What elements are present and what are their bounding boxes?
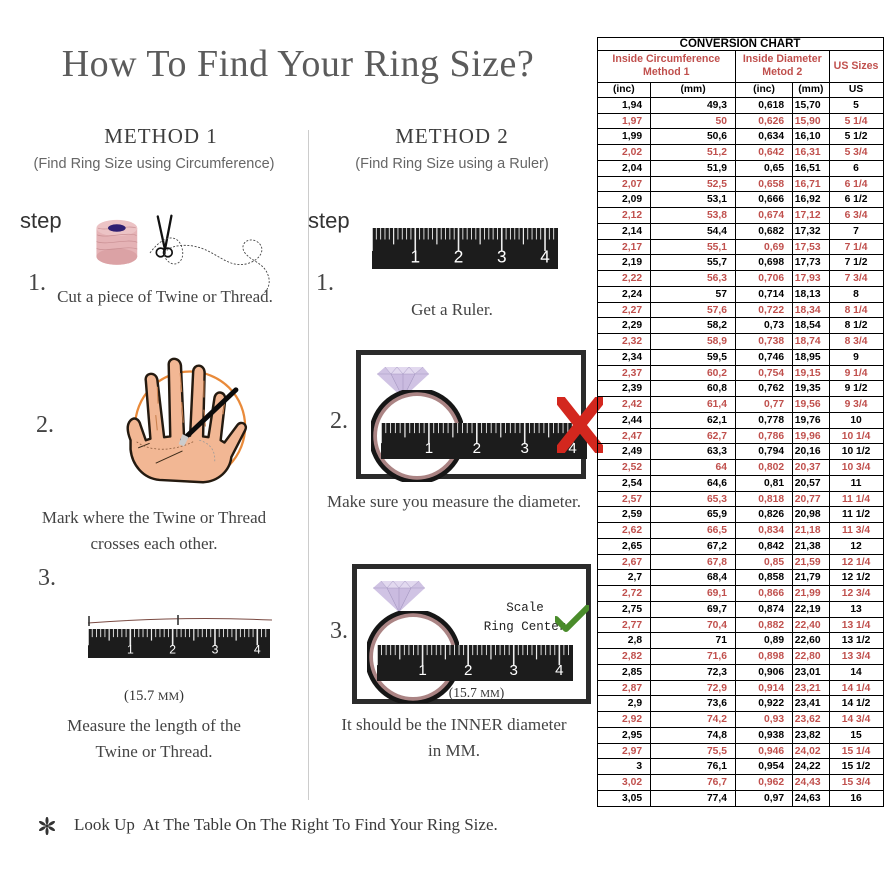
svg-text:1: 1 <box>425 440 433 457</box>
svg-text:4: 4 <box>254 642 261 656</box>
svg-text:4: 4 <box>540 246 550 266</box>
svg-text:3: 3 <box>497 246 507 266</box>
svg-text:2: 2 <box>473 440 481 457</box>
svg-text:3: 3 <box>521 440 529 457</box>
svg-text:4: 4 <box>555 662 563 679</box>
svg-text:1: 1 <box>418 662 426 679</box>
svg-text:1: 1 <box>410 246 420 266</box>
svg-text:2: 2 <box>464 662 472 679</box>
svg-text:1: 1 <box>127 642 134 656</box>
svg-text:2: 2 <box>169 642 176 656</box>
svg-text:2: 2 <box>454 246 464 266</box>
svg-text:3: 3 <box>212 642 219 656</box>
svg-text:3: 3 <box>510 662 518 679</box>
